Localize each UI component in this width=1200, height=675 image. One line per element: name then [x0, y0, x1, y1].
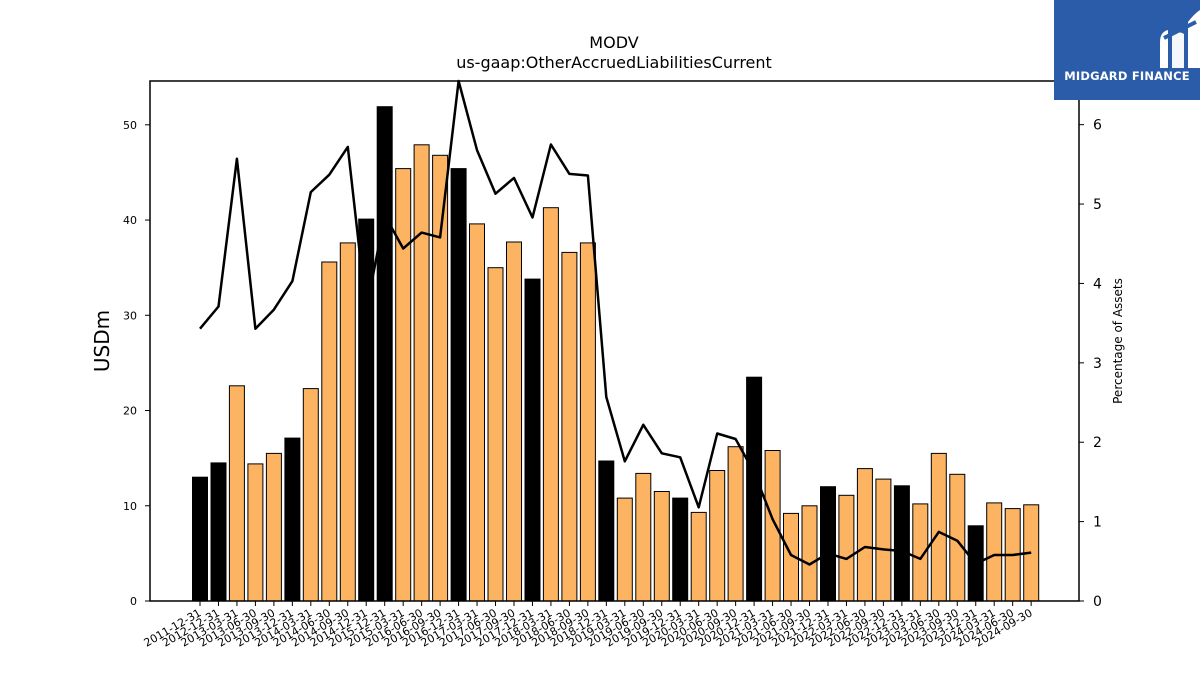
bar: [875, 478, 892, 602]
bar: [524, 278, 541, 602]
y-tick-label: 30: [123, 309, 137, 322]
bar: [376, 106, 393, 602]
bar: [930, 452, 947, 602]
chart-title: MODV: [589, 33, 638, 52]
bar: [746, 376, 763, 602]
bar: [820, 486, 836, 602]
bar: [506, 241, 522, 602]
chart-subtitle: us-gaap:OtherAccruedLiabilitiesCurrent: [456, 53, 772, 72]
bars-layer: [192, 106, 1040, 602]
bar: [487, 267, 504, 602]
bar: [838, 494, 855, 602]
bar: [986, 502, 1003, 602]
bar: [192, 476, 208, 602]
bar: [321, 261, 338, 602]
midgard-logo-icon: [1160, 10, 1200, 68]
bar: [856, 468, 873, 602]
bar: [635, 472, 652, 602]
y2-axis-label: Percentage of Assets: [1111, 278, 1125, 404]
y-tick-label: 0: [130, 595, 137, 608]
bar: [358, 218, 375, 602]
right-axis: 0 1 2 3 4 5 6: [1079, 118, 1102, 610]
y2-tick-label: 2: [1093, 435, 1102, 451]
bar: [339, 242, 356, 602]
bar: [764, 450, 781, 602]
line-layer: [199, 79, 1032, 566]
y2-tick-label: 1: [1093, 515, 1102, 531]
bar: [672, 497, 689, 602]
y-tick-label: 40: [123, 214, 137, 227]
bar: [801, 505, 818, 602]
bar: [542, 207, 559, 602]
bar: [395, 168, 412, 602]
y2-tick-label: 6: [1093, 118, 1102, 134]
bar: [598, 460, 615, 602]
bar: [653, 491, 670, 602]
bar: [579, 242, 596, 602]
bar: [727, 446, 744, 602]
plot-frame: [149, 80, 1080, 602]
y-tick-label: 20: [123, 405, 137, 418]
bar: [432, 154, 449, 602]
bar: [284, 437, 301, 602]
bar: [561, 251, 578, 602]
bar: [893, 485, 910, 602]
bar: [469, 223, 485, 602]
y2-tick-label: 3: [1093, 356, 1102, 372]
bar: [450, 168, 467, 602]
bar: [247, 463, 264, 602]
bar: [616, 497, 633, 602]
y2-tick-label: 4: [1093, 276, 1102, 292]
percentage-line: [199, 79, 1032, 566]
bar: [413, 144, 430, 602]
bar: [210, 462, 227, 602]
x-axis: 2011-12-312012-12-312013-03-312013-06-30…: [142, 601, 1035, 650]
y-tick-label: 10: [123, 500, 137, 513]
brand-logo: MIDGARD FINANCE: [1054, 0, 1200, 100]
bar: [709, 470, 726, 602]
bar: [690, 511, 707, 602]
y2-tick-label: 5: [1093, 197, 1102, 213]
y-tick-label: 50: [123, 119, 137, 132]
brand-name: MIDGARD FINANCE: [1064, 69, 1190, 83]
bar: [228, 385, 245, 602]
bar: [302, 388, 319, 602]
y2-tick-label: 0: [1093, 594, 1102, 610]
y-axis-label: USDm: [90, 310, 114, 372]
left-axis: 0 10 20 30 40 50: [123, 119, 150, 608]
bar: [265, 452, 282, 602]
